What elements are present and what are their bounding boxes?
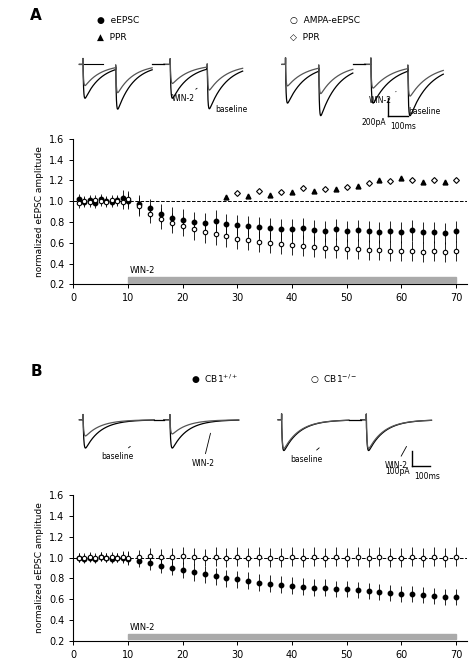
Text: WIN-2: WIN-2 [384, 446, 407, 470]
Text: ●  eEPSC: ● eEPSC [97, 15, 139, 25]
Text: B: B [30, 364, 42, 379]
Text: baseline: baseline [408, 107, 440, 116]
Y-axis label: normalized eEPSC amplitude: normalized eEPSC amplitude [35, 503, 44, 633]
Text: baseline: baseline [101, 446, 133, 462]
Text: WIN-2: WIN-2 [172, 89, 197, 103]
Text: WIN-2: WIN-2 [130, 266, 155, 275]
Text: ●  CB1$^{+/+}$: ● CB1$^{+/+}$ [191, 372, 238, 386]
Text: ○  AMPA-eEPSC: ○ AMPA-eEPSC [290, 15, 360, 25]
Text: 100ms: 100ms [390, 122, 416, 131]
Text: ○  CB1$^{-/-}$: ○ CB1$^{-/-}$ [310, 372, 356, 386]
Text: 200pA: 200pA [362, 117, 386, 127]
Text: ▲  PPR: ▲ PPR [97, 33, 127, 42]
Text: baseline: baseline [215, 105, 247, 114]
Text: 100pA: 100pA [385, 467, 410, 476]
Text: ◇  PPR: ◇ PPR [290, 33, 319, 42]
Bar [128, 277, 456, 282]
Y-axis label: normalized eEPSC amplitude: normalized eEPSC amplitude [35, 146, 44, 277]
Text: 100ms: 100ms [414, 472, 440, 481]
Text: WIN-2: WIN-2 [368, 91, 396, 105]
Text: A: A [30, 8, 42, 23]
Bar [128, 633, 456, 639]
Text: WIN-2: WIN-2 [130, 623, 155, 632]
Text: baseline: baseline [290, 448, 322, 464]
Text: WIN-2: WIN-2 [191, 433, 215, 468]
